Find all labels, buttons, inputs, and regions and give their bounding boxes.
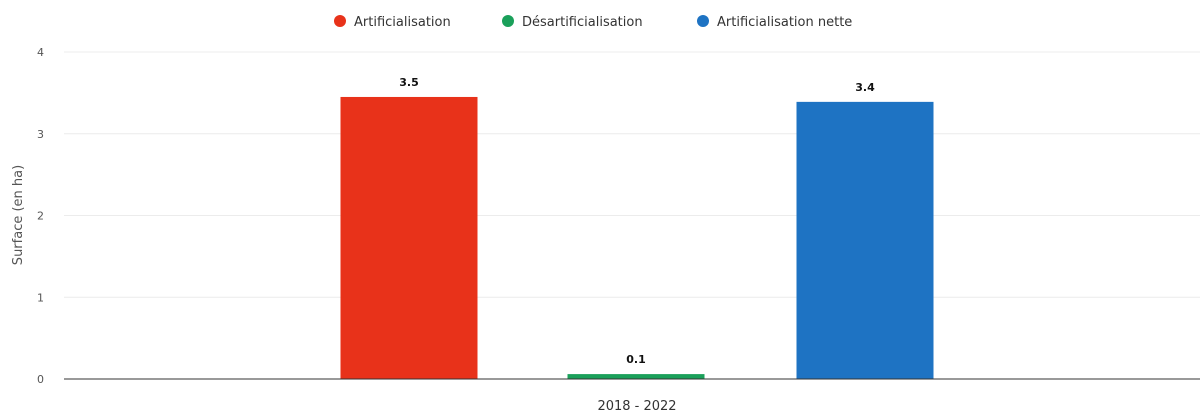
legend-item[interactable]: Artificialisation nette xyxy=(697,15,852,30)
data-labels: 3.5 0.1 3.4 xyxy=(399,76,875,366)
y-tick-label: 3 xyxy=(37,128,44,141)
bar-d-sartificialisation[interactable] xyxy=(567,374,705,379)
y-axis-title: Surface (en ha) xyxy=(11,165,26,265)
y-tick-label: 2 xyxy=(37,210,44,223)
data-label: 3.5 xyxy=(399,76,419,89)
y-axis-ticks: 0 1 2 3 4 xyxy=(37,46,44,386)
legend-marker xyxy=(697,15,709,27)
bar-artificialisation-nette[interactable] xyxy=(796,101,934,380)
bar-artificialisation[interactable] xyxy=(340,96,478,380)
x-tick-label: 2018 - 2022 xyxy=(597,399,676,414)
legend: Artificialisation Désartificialisation Art… xyxy=(334,15,852,30)
data-label: 3.4 xyxy=(855,81,875,94)
legend-label: Artificialisation xyxy=(354,15,451,30)
category-labels: 2018 - 2022 xyxy=(597,399,676,414)
bars xyxy=(340,96,934,380)
legend-label: Artificialisation nette xyxy=(717,15,852,30)
legend-marker xyxy=(502,15,514,27)
y-tick-label: 0 xyxy=(37,373,44,386)
y-tick-label: 4 xyxy=(37,46,44,59)
legend-marker xyxy=(334,15,346,27)
y-tick-label: 1 xyxy=(37,291,44,304)
data-label: 0.1 xyxy=(626,353,646,366)
legend-label: Désartificialisation xyxy=(522,15,643,30)
gridlines xyxy=(64,51,1200,298)
legend-item[interactable]: Désartificialisation xyxy=(502,15,643,30)
legend-item[interactable]: Artificialisation xyxy=(334,15,451,30)
